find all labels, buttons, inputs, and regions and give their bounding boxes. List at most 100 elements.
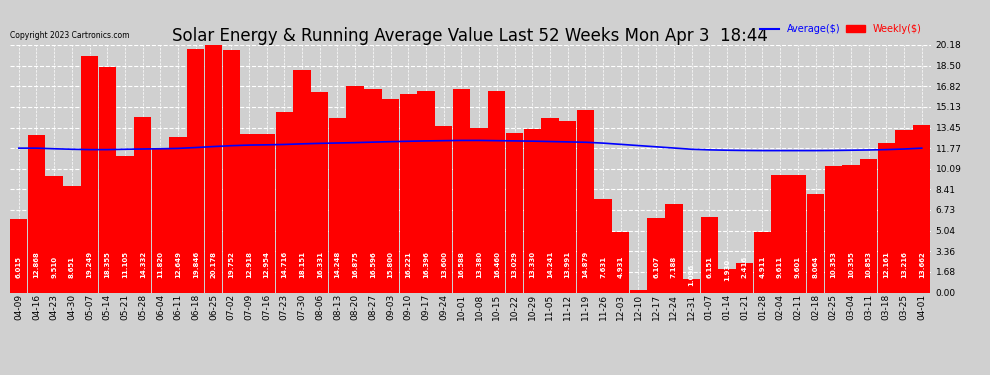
Bar [789,175,807,292]
Text: 6.015: 6.015 [16,256,22,278]
Text: 19.249: 19.249 [86,251,93,278]
Text: 12.868: 12.868 [34,251,40,278]
Bar [223,50,240,292]
Bar [506,133,523,292]
Bar [205,45,222,292]
Bar [542,118,558,292]
Text: 6.107: 6.107 [653,256,659,278]
Text: 13.991: 13.991 [564,251,570,278]
Text: 8.651: 8.651 [69,256,75,278]
Bar [470,128,488,292]
Text: 6.151: 6.151 [706,256,712,278]
Text: 13.029: 13.029 [512,251,518,278]
Bar [825,165,842,292]
Title: Solar Energy & Running Average Value Last 52 Weeks Mon Apr 3  18:44: Solar Energy & Running Average Value Las… [172,27,768,45]
Text: 16.460: 16.460 [494,251,500,278]
Bar [169,137,187,292]
Bar [719,269,736,292]
Text: 11.105: 11.105 [122,251,128,278]
Bar [418,92,435,292]
Text: 12.161: 12.161 [883,251,889,278]
Text: 10.853: 10.853 [865,251,871,278]
Text: 13.216: 13.216 [901,251,907,278]
Text: 18.355: 18.355 [104,251,110,278]
Bar [878,143,895,292]
Text: 7.631: 7.631 [600,256,606,278]
Bar [647,217,665,292]
Bar [275,112,293,292]
Bar [488,91,506,292]
Bar [346,86,364,292]
Text: 12.918: 12.918 [246,251,251,278]
Text: 9.510: 9.510 [51,256,57,278]
Bar [913,125,931,292]
Bar [576,110,594,292]
Text: 4.931: 4.931 [618,255,624,278]
Text: 13.330: 13.330 [530,251,536,278]
Text: 11.820: 11.820 [157,251,163,278]
Bar [435,126,452,292]
Text: 9.611: 9.611 [777,256,783,278]
Bar [81,56,98,292]
Text: 14.241: 14.241 [546,251,553,278]
Bar [559,121,576,292]
Bar [99,68,116,292]
Text: 8.064: 8.064 [813,255,819,278]
Text: 1.930: 1.930 [724,258,730,280]
Bar [683,279,700,292]
Bar [400,93,417,292]
Bar [665,204,682,292]
Text: 4.911: 4.911 [759,255,765,278]
Bar [842,165,859,292]
Bar [10,219,28,292]
Bar [46,176,62,292]
Bar [329,118,346,292]
Text: 10.355: 10.355 [847,251,854,278]
Text: 13.662: 13.662 [919,251,925,278]
Bar [311,92,329,292]
Text: 19.846: 19.846 [193,251,199,278]
Text: 14.716: 14.716 [281,251,287,278]
Text: Copyright 2023 Cartronics.com: Copyright 2023 Cartronics.com [10,31,130,40]
Bar [364,89,381,292]
Bar [612,232,630,292]
Text: 14.879: 14.879 [582,251,588,278]
Text: 1.096: 1.096 [689,264,695,286]
Text: 10.353: 10.353 [831,251,837,278]
Bar [28,135,46,292]
Text: 16.221: 16.221 [405,251,411,278]
Bar [63,186,80,292]
Bar [594,199,612,292]
Bar [860,159,877,292]
Bar [524,129,541,292]
Bar [151,147,169,292]
Text: 16.875: 16.875 [352,251,358,278]
Bar [241,134,257,292]
Bar [116,156,134,292]
Text: 20.178: 20.178 [211,251,217,278]
Bar [630,290,647,292]
Bar [134,117,151,292]
Bar [187,49,205,292]
Text: 18.151: 18.151 [299,251,305,278]
Text: 12.954: 12.954 [263,251,269,278]
Text: 16.331: 16.331 [317,251,323,278]
Text: 19.752: 19.752 [229,251,235,278]
Bar [382,99,399,292]
Text: 16.396: 16.396 [423,251,429,278]
Bar [258,134,275,292]
Text: 16.588: 16.588 [458,251,464,278]
Text: 7.188: 7.188 [671,255,677,278]
Bar [701,217,718,292]
Text: 15.800: 15.800 [387,251,394,278]
Bar [895,130,913,292]
Bar [753,232,771,292]
Bar [807,194,825,292]
Bar [293,70,311,292]
Bar [736,263,753,292]
Text: 13.380: 13.380 [476,251,482,278]
Text: 14.248: 14.248 [335,251,341,278]
Text: 14.332: 14.332 [140,251,146,278]
Text: 13.600: 13.600 [441,251,446,278]
Text: 9.601: 9.601 [795,256,801,278]
